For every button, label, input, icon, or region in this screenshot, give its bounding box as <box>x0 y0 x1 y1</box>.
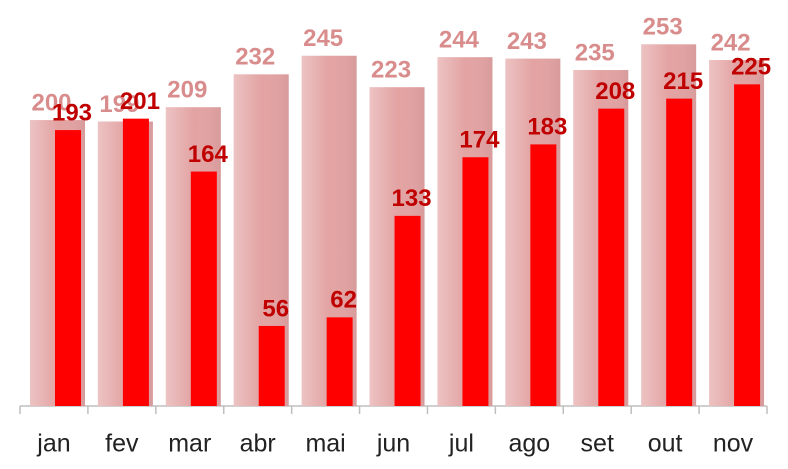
x-tick-label: fev <box>105 430 139 458</box>
value-label: 183 <box>527 114 567 141</box>
bar <box>326 317 353 406</box>
x-tick-label: jan <box>36 430 70 458</box>
value-label: 232 <box>235 44 275 71</box>
bar <box>394 215 421 406</box>
x-tick-label: ago <box>508 430 550 458</box>
value-label: 244 <box>439 27 480 54</box>
value-label: 164 <box>188 141 229 168</box>
value-label: 193 <box>52 99 92 126</box>
value-label: 223 <box>371 57 411 84</box>
value-label: 174 <box>459 127 500 154</box>
x-tick-label: mai <box>305 430 345 458</box>
value-label: 62 <box>330 287 357 314</box>
x-tick-label: mar <box>168 430 211 458</box>
x-tick-label: nov <box>713 430 754 458</box>
bar <box>55 130 81 406</box>
value-label: 243 <box>507 28 547 55</box>
value-label: 56 <box>262 295 289 322</box>
value-label: 253 <box>643 14 683 41</box>
value-label: 242 <box>711 29 751 56</box>
value-label: 133 <box>392 185 432 212</box>
x-tick-label: set <box>581 430 614 458</box>
value-label: 225 <box>731 54 771 81</box>
value-label: 200 <box>31 89 71 116</box>
value-label: 201 <box>120 88 160 115</box>
value-label: 209 <box>167 77 207 104</box>
bar <box>122 118 149 406</box>
value-label: 235 <box>575 39 615 66</box>
bar <box>530 144 557 406</box>
x-tick-label: out <box>648 430 683 458</box>
x-tick-label: abr <box>240 430 276 458</box>
bar <box>258 325 285 406</box>
bar <box>190 171 217 406</box>
value-label: 199 <box>99 91 139 118</box>
x-tick-label: jun <box>376 430 410 458</box>
value-label: 208 <box>595 78 635 105</box>
bar <box>462 157 489 406</box>
bar <box>734 84 761 407</box>
value-label: 245 <box>303 25 343 52</box>
value-label: 215 <box>663 68 703 95</box>
bar <box>666 98 693 407</box>
bar <box>598 108 625 406</box>
x-tick-label: jul <box>448 430 474 458</box>
